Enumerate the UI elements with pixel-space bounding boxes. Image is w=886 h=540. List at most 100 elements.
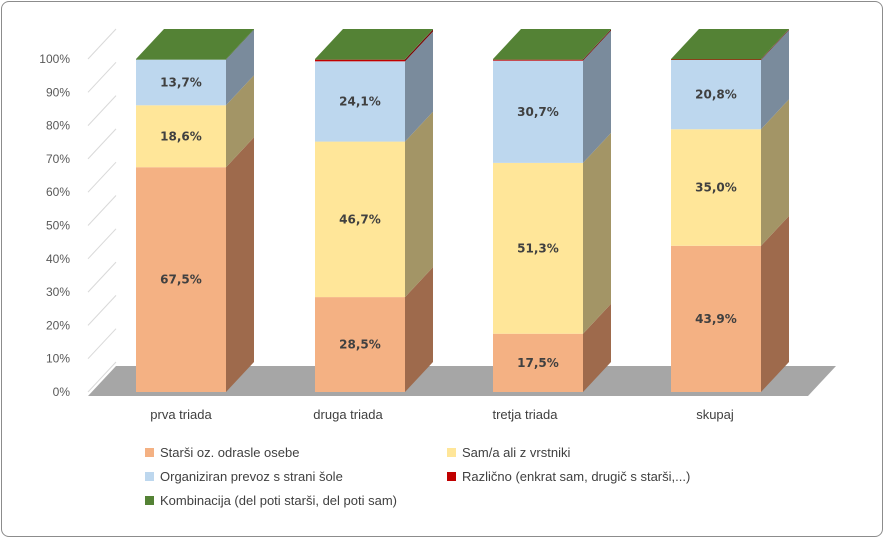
gridline-4: [87, 228, 117, 260]
legend-swatch: [447, 472, 456, 481]
y-tick-label: 60%: [46, 185, 70, 199]
legend-item: Sam/a ali z vrstniki: [447, 445, 570, 460]
bar-segment: [493, 60, 583, 163]
y-tick-label: 40%: [46, 252, 70, 266]
gridline-7: [87, 128, 117, 160]
bar-segment: [671, 59, 761, 60]
bar-segment-side: [405, 29, 433, 60]
bar-segment: [315, 141, 405, 298]
bar-segment-side: [405, 31, 433, 142]
data-label: 18,6%: [160, 129, 202, 143]
bar-segment-side: [583, 132, 611, 334]
gridline-9: [87, 61, 117, 93]
bar-segment-side: [226, 29, 254, 60]
bar-segment-side: [583, 29, 611, 61]
bar-segment: [315, 61, 405, 142]
bar-segment-side: [226, 29, 254, 106]
bar-top: [136, 29, 254, 59]
category-label: skupaj: [696, 407, 734, 422]
bar-segment: [671, 59, 761, 130]
gridline-0: [87, 361, 117, 393]
bar-segment-side: [405, 267, 433, 392]
data-label: 13,7%: [160, 75, 202, 89]
bar-segment: [136, 105, 226, 168]
bar-segment: [315, 297, 405, 392]
bar-segment-side: [761, 29, 789, 60]
legend-swatch: [145, 448, 154, 457]
data-label: 17,5%: [517, 356, 559, 370]
bar-segment-side: [761, 29, 789, 130]
gridline-1: [87, 328, 117, 360]
legend-swatch: [145, 496, 154, 505]
bar-segment-side: [583, 29, 611, 60]
bar-segment-side: [761, 215, 789, 392]
legend-item: Kombinacija (del poti starši, del poti s…: [145, 493, 397, 508]
y-tick-label: 100%: [39, 52, 70, 66]
category-label: druga triada: [313, 407, 383, 422]
legend-label: Starši oz. odrasle osebe: [160, 445, 300, 460]
data-label: 35,0%: [695, 181, 737, 195]
category-axis: prva triada druga triada tretja triada skup…: [150, 407, 734, 422]
gridline-2: [87, 295, 117, 326]
legend-item: Starši oz. odrasle osebe: [145, 445, 299, 460]
legend-label: Različno (enkrat sam, drugič s starši,..…: [462, 469, 691, 484]
bar-segment: [671, 129, 761, 246]
gridline-3: [87, 261, 117, 293]
data-label: 46,7%: [339, 212, 381, 226]
bar-segment: [671, 59, 761, 60]
legend-item: Različno (enkrat sam, drugič s starši,..…: [447, 469, 690, 484]
bar-segment: [315, 59, 405, 60]
y-tick-label: 80%: [46, 119, 70, 133]
legend-label: Sam/a ali z vrstniki: [462, 445, 571, 460]
data-label: 30,7%: [517, 105, 559, 119]
bar-segment: [671, 245, 761, 392]
gridline-6: [87, 161, 117, 193]
legend-swatch: [447, 448, 456, 457]
bar-segment-side: [226, 75, 254, 168]
bar-segment-side: [226, 137, 254, 392]
legend-label: Organiziran prevoz s strani šole: [160, 469, 343, 484]
chart-floor: [88, 366, 836, 396]
legend-item: Organiziran prevoz s strani šole: [145, 469, 343, 484]
chart-walls: [87, 28, 836, 396]
gridline-5: [87, 195, 117, 226]
y-tick-label: 70%: [46, 152, 70, 166]
bar-segment: [493, 333, 583, 392]
data-label: 28,5%: [339, 338, 381, 352]
bar-top: [671, 29, 789, 59]
bar-segment: [493, 59, 583, 60]
bars-group: 67,5% 18,6% 13,7% 28,5% 46,7% 24,1% 17,5% 51,3%…: [136, 29, 789, 392]
bar-segment: [315, 59, 405, 62]
category-label: tretja triada: [492, 407, 558, 422]
data-label: 20,8%: [695, 88, 737, 102]
data-label: 67,5%: [160, 273, 202, 287]
bar-segment-side: [405, 111, 433, 298]
bar-segment: [493, 162, 583, 334]
stacked-bar-chart: 0% 10% 20% 30% 40% 50% 60% 70% 80% 90% 100% 67,5% 1…: [39, 28, 836, 422]
bar-segment-side: [761, 29, 789, 60]
bar-segment: [493, 59, 583, 61]
bar-segment: [136, 59, 226, 60]
bar-segment: [136, 59, 226, 106]
bar-segment-side: [583, 303, 611, 392]
y-tick-label: 0%: [53, 385, 71, 399]
bar-top: [315, 29, 433, 59]
y-axis: 0% 10% 20% 30% 40% 50% 60% 70% 80% 90% 100%: [39, 52, 70, 399]
legend-swatch: [145, 472, 154, 481]
y-tick-label: 10%: [46, 352, 70, 366]
bar-segment: [136, 167, 226, 392]
y-tick-label: 20%: [46, 318, 70, 332]
data-label: 24,1%: [339, 94, 381, 108]
legend-label: Kombinacija (del poti starši, del poti s…: [160, 493, 397, 508]
gridline-10: [87, 28, 117, 60]
bar-segment-side: [583, 30, 611, 163]
gridline-8: [87, 95, 117, 126]
category-label: prva triada: [150, 407, 212, 422]
y-tick-label: 90%: [46, 85, 70, 99]
bar-segment-side: [405, 29, 433, 62]
data-label: 43,9%: [695, 312, 737, 326]
y-tick-label: 50%: [46, 219, 70, 233]
bar-segment-side: [761, 99, 789, 246]
y-tick-label: 30%: [46, 285, 70, 299]
